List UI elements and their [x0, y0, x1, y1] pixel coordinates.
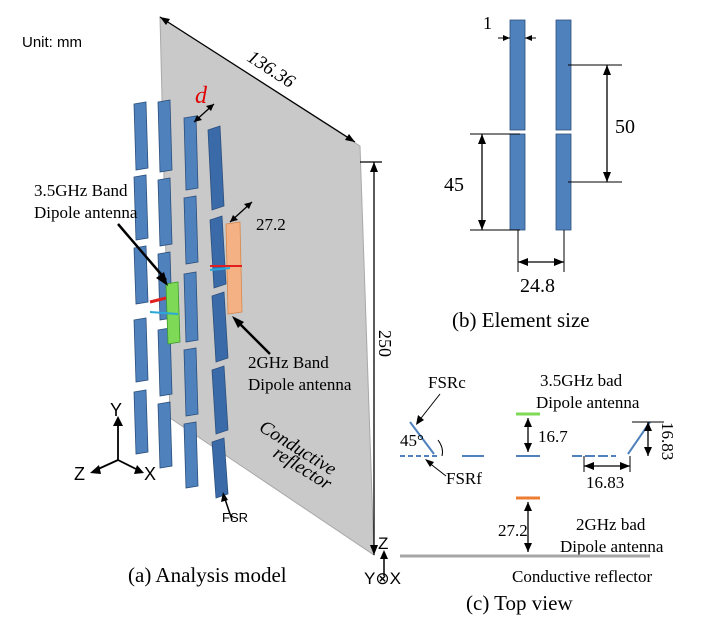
offset-v-label: 16.83: [658, 422, 677, 460]
dipole-2ghz: [225, 221, 243, 315]
fsr-element: [211, 437, 229, 499]
arrowhead: [524, 443, 532, 452]
label-35ghz-line1: 3.5GHz Band: [34, 181, 128, 200]
spacing-label: 24.8: [520, 275, 555, 297]
label-2ghz-arrow: [235, 319, 271, 355]
arrowhead: [416, 415, 424, 425]
feed-line-35ghz: [149, 311, 179, 315]
arrowhead: [554, 258, 564, 266]
fsr-element: [183, 421, 199, 489]
caption-b: (b) Element size: [452, 308, 590, 332]
arrowhead: [232, 316, 244, 328]
height-dim-label: 250: [375, 330, 395, 357]
axis-z-c-label: Z: [378, 534, 388, 553]
feed-line-2ghz: [209, 267, 231, 271]
arrowhead: [518, 258, 528, 266]
element-top-left: [509, 19, 526, 131]
arrowhead: [221, 492, 228, 502]
arrowhead: [503, 35, 510, 41]
axis-yx-label: Y⊗X: [364, 569, 401, 588]
arrowhead: [160, 17, 170, 25]
arrowhead: [478, 134, 486, 144]
arrowhead: [524, 543, 532, 552]
label-2g-top-line1: 2GHz bad: [576, 515, 646, 534]
panel-top-view: FSRc 45° FSRf 16.7 3.5GHz bad Dipole ant…: [364, 371, 677, 615]
height-2g-label: 27.2: [498, 521, 528, 540]
width-label: 1: [483, 13, 492, 33]
label-2g-top-line2: Dipole antenna: [560, 537, 664, 556]
arrowhead: [206, 104, 214, 111]
axis-x-label: X: [144, 464, 156, 484]
fsr-element: [133, 101, 149, 171]
angle-arc: [437, 439, 443, 457]
arrowhead: [370, 162, 378, 172]
arrowhead: [603, 65, 611, 75]
fsrc-leader: [417, 393, 441, 423]
arrowhead: [425, 459, 434, 467]
label-35-top-line1: 3.5GHz bad: [540, 371, 623, 390]
long-length-label: 50: [615, 116, 635, 138]
fsrc-label: FSRc: [428, 373, 466, 392]
caption-a: (a) Analysis model: [128, 563, 287, 587]
fsr-element: [183, 195, 199, 265]
arrowhead: [230, 215, 238, 222]
fsr-element: [133, 245, 149, 305]
label-35-top-line2: Dipole antenna: [536, 393, 640, 412]
fsr-element: [211, 365, 229, 435]
axes-triad-a: Y Z X: [74, 400, 156, 484]
short-length-label: 45: [444, 174, 464, 196]
gap-dim-label: 27.2: [256, 215, 286, 234]
angle-label: 45°: [400, 431, 424, 450]
fsr-element: [183, 115, 199, 191]
fsr-element: [211, 291, 229, 363]
feed-35ghz: [149, 296, 167, 304]
fsr-element: [133, 174, 149, 241]
fsr-element: [207, 125, 225, 211]
arrowhead: [156, 272, 168, 286]
arrowhead: [345, 134, 355, 142]
arrowhead: [644, 422, 652, 431]
fsr-element: [157, 177, 173, 247]
fsr-element: [157, 99, 173, 173]
fsr-element: [183, 271, 199, 343]
arrowhead: [194, 115, 202, 122]
arrowhead: [370, 545, 378, 555]
arrowhead: [644, 447, 652, 456]
offset-h-label: 16.83: [586, 473, 624, 492]
fsr-element: [133, 317, 149, 383]
fsr-element: [157, 327, 173, 397]
fsrf-label: FSRf: [446, 469, 482, 488]
spacing-d-label: d: [195, 83, 208, 109]
unit-label: Unit: mm: [22, 34, 82, 51]
arrowhead: [478, 220, 486, 230]
arrowhead: [603, 172, 611, 182]
arrowhead: [620, 462, 630, 470]
fsr-element: [133, 389, 149, 455]
caption-c: (c) Top view: [466, 591, 573, 615]
reflector-label: Conductive reflector: [512, 567, 653, 586]
arrowhead: [584, 462, 594, 470]
arrowhead: [524, 418, 532, 427]
arrowhead: [525, 35, 532, 41]
element-top-right: [555, 19, 572, 131]
axis-y-label: Y: [110, 400, 122, 420]
panel-analysis-model: Unit: mm: [22, 16, 395, 587]
fsr-label: FSR: [222, 510, 248, 525]
fsrc-element: [409, 421, 435, 455]
label-35ghz-arrow: [117, 223, 167, 281]
axis-z-label: Z: [74, 464, 85, 484]
fsr-element: [183, 347, 199, 417]
label-2ghz-line2: Dipole antenna: [248, 375, 352, 394]
fsr-element: [157, 401, 173, 469]
arrowhead: [244, 202, 252, 209]
axes-triad-c: Z Y⊗X: [364, 534, 401, 588]
arrowhead: [524, 502, 532, 511]
label-2ghz-line1: 2GHz Band: [248, 353, 329, 372]
width-dim-line: [159, 16, 356, 143]
label-35ghz-line2: Dipole antenna: [34, 203, 138, 222]
element-bottom-left: [509, 133, 526, 231]
height-35-label: 16.7: [538, 427, 568, 446]
panel-element-size: 1 50 45 24.8 (b) Element size: [444, 13, 635, 332]
